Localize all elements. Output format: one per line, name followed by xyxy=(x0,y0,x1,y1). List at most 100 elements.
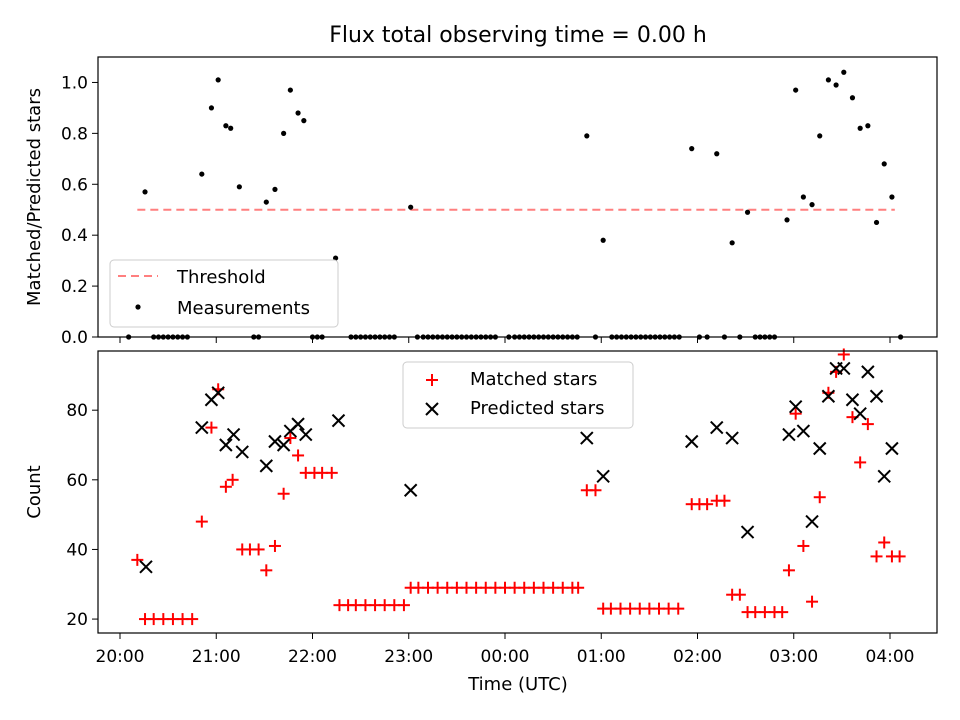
y-tick-label: 0.8 xyxy=(61,124,88,144)
matched-star-marker xyxy=(268,539,281,552)
chart-title: Flux total observing time = 0.00 h xyxy=(329,23,707,48)
legend-predicted-swatch xyxy=(425,402,439,416)
plot-frame xyxy=(97,56,938,338)
x-axis-label: Time (UTC) xyxy=(467,674,568,695)
measurement-point xyxy=(809,202,815,208)
matched-star-marker xyxy=(292,449,305,462)
matched-star-marker xyxy=(186,613,199,626)
predicted-star-marker xyxy=(259,459,274,473)
matched-star-marker xyxy=(813,491,826,504)
predicted-star-marker xyxy=(853,406,867,421)
predicted-star-marker xyxy=(710,420,724,435)
legend-threshold-label: Threshold xyxy=(176,267,266,288)
measurement-point xyxy=(881,161,887,167)
measurement-point xyxy=(263,199,269,205)
measurement-point xyxy=(817,133,823,139)
measurement-point xyxy=(272,186,278,192)
measurement-point xyxy=(744,209,751,215)
matched-star-marker xyxy=(837,348,850,361)
measurement-point xyxy=(333,255,339,261)
predicted-star-marker xyxy=(782,427,796,442)
measurement-point xyxy=(199,171,205,177)
y-tick-label: 0.6 xyxy=(61,175,88,195)
predicted-star-marker xyxy=(805,514,819,529)
count-panel: 20 40 60 80 20:00 21:00 22:00 23:00 00:00 01:00 0… xyxy=(24,348,938,695)
measurement-point xyxy=(793,87,799,93)
measurement-point xyxy=(228,125,234,131)
predicted-star-marker xyxy=(211,386,225,400)
matched-star-marker xyxy=(733,588,746,601)
predicted-star-marker xyxy=(740,525,755,539)
matched-star-marker xyxy=(219,480,232,493)
measurement-point xyxy=(281,130,287,136)
matched-star-marker xyxy=(672,602,685,615)
matched-star-marker xyxy=(701,498,714,511)
legend-matched-swatch xyxy=(426,374,438,386)
predicted-star-marker xyxy=(885,441,899,456)
legend: Matched stars Predicted stars xyxy=(402,361,634,429)
matched-star-marker xyxy=(870,550,883,563)
plot-frame xyxy=(97,350,938,634)
measurement-point xyxy=(408,204,414,210)
matched-star-marker xyxy=(718,494,731,507)
predicted-star-marker xyxy=(139,560,153,574)
x-tick-label: 01:00 xyxy=(577,647,626,667)
predicted-star-marker xyxy=(861,365,875,379)
measurement-point xyxy=(208,105,215,111)
matched-star-marker xyxy=(205,421,218,434)
matched-star-marker xyxy=(397,599,410,612)
predicted-star-marker xyxy=(219,438,233,452)
predicted-star-marker xyxy=(331,413,346,428)
matched-star-marker xyxy=(277,487,290,500)
matched-star-marker xyxy=(776,606,789,619)
measurement-point xyxy=(849,95,856,101)
x-tick-label: 20:00 xyxy=(96,647,145,667)
predicted-star-marker xyxy=(725,431,739,445)
legend-measurements-swatch xyxy=(135,304,141,310)
y-axis-label: Matched/Predicted stars xyxy=(24,88,45,306)
measurement-point xyxy=(873,219,880,226)
ratio-panel: Flux total observing time = 0.00 h 0.0 0.… xyxy=(24,23,938,348)
predicted-star-marker xyxy=(596,469,610,484)
measurement-point xyxy=(784,217,790,223)
predicted-star-marker xyxy=(877,469,891,484)
measurement-point xyxy=(301,118,307,124)
x-tick-label: 00:00 xyxy=(481,647,530,667)
y-axis-label: Count xyxy=(24,465,45,518)
predicted-star-marker xyxy=(845,393,860,407)
legend-predicted-label: Predicted stars xyxy=(470,398,604,419)
measurement-point xyxy=(825,77,832,83)
measurement-point xyxy=(584,133,590,139)
predicted-star-marker xyxy=(226,427,241,442)
matched-star-marker xyxy=(861,418,874,431)
measurement-point xyxy=(236,184,242,190)
predicted-star-marker xyxy=(796,424,811,438)
predicted-star-marker xyxy=(195,420,209,435)
legend-measurements-label: Measurements xyxy=(177,298,310,319)
matched-star-marker xyxy=(260,564,273,577)
matched-star-marker xyxy=(789,407,802,420)
x-tick-label: 21:00 xyxy=(192,647,241,667)
y-tick-label: 80 xyxy=(66,401,88,421)
measurement-point xyxy=(142,189,148,195)
y-tick-label: 20 xyxy=(66,610,88,630)
matched-star-marker xyxy=(252,543,265,556)
measurement-point xyxy=(689,146,695,152)
measurement-point xyxy=(729,240,735,246)
measurement-point xyxy=(800,194,806,200)
measurement-point xyxy=(833,82,839,88)
measurement-point xyxy=(857,125,863,131)
predicted-star-marker xyxy=(837,361,851,376)
predicted-star-marker xyxy=(268,434,282,449)
predicted-star-marker xyxy=(788,399,803,414)
measurement-point xyxy=(223,123,229,129)
matched-star-marker xyxy=(131,553,144,566)
legend: Threshold Measurements xyxy=(109,259,339,328)
y-tick-label: 60 xyxy=(66,471,88,491)
predicted-star-marker xyxy=(685,434,699,449)
measurement-point xyxy=(215,77,221,83)
measurement-point xyxy=(600,237,606,243)
measurement-point xyxy=(841,69,847,75)
matched-star-marker xyxy=(325,466,338,479)
predicted-star-marker xyxy=(821,389,836,403)
